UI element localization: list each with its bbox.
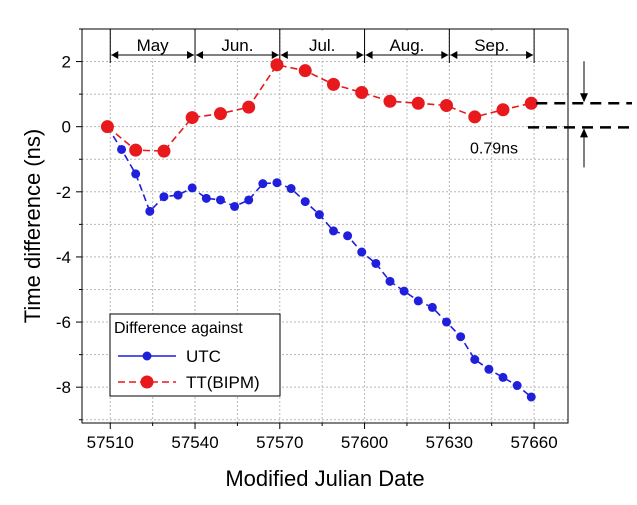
data-point [213, 107, 227, 121]
data-point [468, 110, 482, 124]
month-arrow-right [356, 51, 364, 59]
data-point [357, 247, 367, 257]
month-label: Aug. [389, 36, 424, 55]
data-point [496, 103, 510, 117]
annotation-arrowhead-up [580, 128, 588, 138]
data-point [244, 195, 254, 205]
month-arrow-left [111, 51, 119, 59]
data-point [258, 179, 268, 189]
data-point [230, 201, 240, 211]
legend-label: TT(BIPM) [186, 373, 260, 392]
data-point [117, 144, 127, 154]
data-point [187, 183, 197, 193]
month-arrow-right [441, 51, 449, 59]
data-point [413, 296, 423, 306]
month-label-bg [367, 33, 447, 58]
y-tick-label: 2 [62, 53, 71, 72]
data-point [159, 192, 169, 202]
data-point [100, 120, 114, 134]
x-tick-label: 57630 [426, 433, 473, 452]
month-label: Jun. [221, 36, 253, 55]
data-point [524, 96, 538, 110]
offset-annotation [528, 61, 632, 168]
series-layer [100, 58, 538, 402]
data-point [314, 210, 324, 220]
legend-box [109, 313, 281, 397]
legend: Difference against UTC TT(BIPM) [109, 313, 281, 397]
data-point [385, 276, 395, 286]
month-arrow-left [196, 51, 204, 59]
legend-label: UTC [186, 347, 221, 366]
legend-marker [142, 351, 152, 361]
data-point [328, 226, 338, 236]
data-point [343, 231, 353, 241]
data-point [484, 364, 494, 374]
y-tick-label: -8 [56, 378, 71, 397]
data-point [456, 332, 466, 342]
month-arrow-right [271, 51, 279, 59]
month-label-bg [113, 33, 193, 58]
data-point [173, 190, 183, 200]
data-point [442, 317, 451, 327]
month-label: Jul. [309, 36, 335, 55]
data-point [512, 381, 522, 391]
data-point [185, 111, 199, 125]
data-point [129, 143, 143, 157]
month-label-bg [452, 33, 532, 58]
data-point [201, 193, 211, 203]
data-point [157, 144, 171, 158]
series-line-tt-bipm- [106, 63, 532, 152]
axis-ticks: 57510 57540 57570 57600 57630 57660 -8 -6 -4 -2 0 2 [56, 28, 558, 452]
month-arrow-right [187, 51, 195, 59]
y-tick-label: -4 [56, 248, 71, 267]
y-axis-label: Time difference (ns) [20, 129, 45, 323]
annotation-label: 0.79ns [470, 140, 518, 157]
data-point [300, 197, 310, 207]
data-point [215, 195, 225, 205]
month-label-bg [198, 33, 277, 58]
data-point [242, 100, 256, 114]
data-point [270, 58, 284, 72]
data-point [440, 99, 453, 113]
legend-marker [140, 375, 154, 389]
month-arrow-left [365, 51, 373, 59]
data-point [470, 355, 480, 365]
x-tick-label: 57570 [256, 433, 303, 452]
x-axis-label: Modified Julian Date [225, 466, 424, 491]
legend-entries: UTC TT(BIPM) [118, 347, 260, 392]
month-band: May Jun. Jul. Aug. Sep. [109, 29, 535, 63]
data-point [286, 184, 296, 194]
data-point [383, 94, 397, 108]
legend-title: Difference against [114, 320, 243, 337]
x-tick-label: 57600 [341, 433, 388, 452]
plot-frame [81, 28, 569, 424]
x-tick-label: 57510 [87, 433, 134, 452]
y-tick-label: 0 [62, 118, 71, 137]
annotation-arrowhead-down [580, 93, 588, 103]
y-tick-label: -2 [56, 183, 71, 202]
y-tick-label: -6 [56, 313, 71, 332]
data-point [498, 372, 508, 382]
month-label: May [137, 36, 170, 55]
data-point [411, 96, 425, 110]
data-point [326, 77, 340, 91]
data-point [145, 206, 155, 216]
month-label: Sep. [474, 36, 509, 55]
data-point [371, 258, 381, 268]
data-point [526, 392, 536, 402]
month-arrow-left [280, 51, 288, 59]
month-arrow-left [450, 51, 458, 59]
month-arrow-right [526, 51, 534, 59]
data-point [298, 64, 312, 78]
x-tick-label: 57540 [171, 433, 218, 452]
month-label-bg [282, 33, 362, 58]
data-point [427, 302, 437, 312]
x-tick-label: 57660 [510, 433, 557, 452]
data-point [355, 85, 369, 99]
data-point [131, 169, 141, 179]
data-point [399, 286, 409, 296]
data-point [272, 178, 282, 188]
